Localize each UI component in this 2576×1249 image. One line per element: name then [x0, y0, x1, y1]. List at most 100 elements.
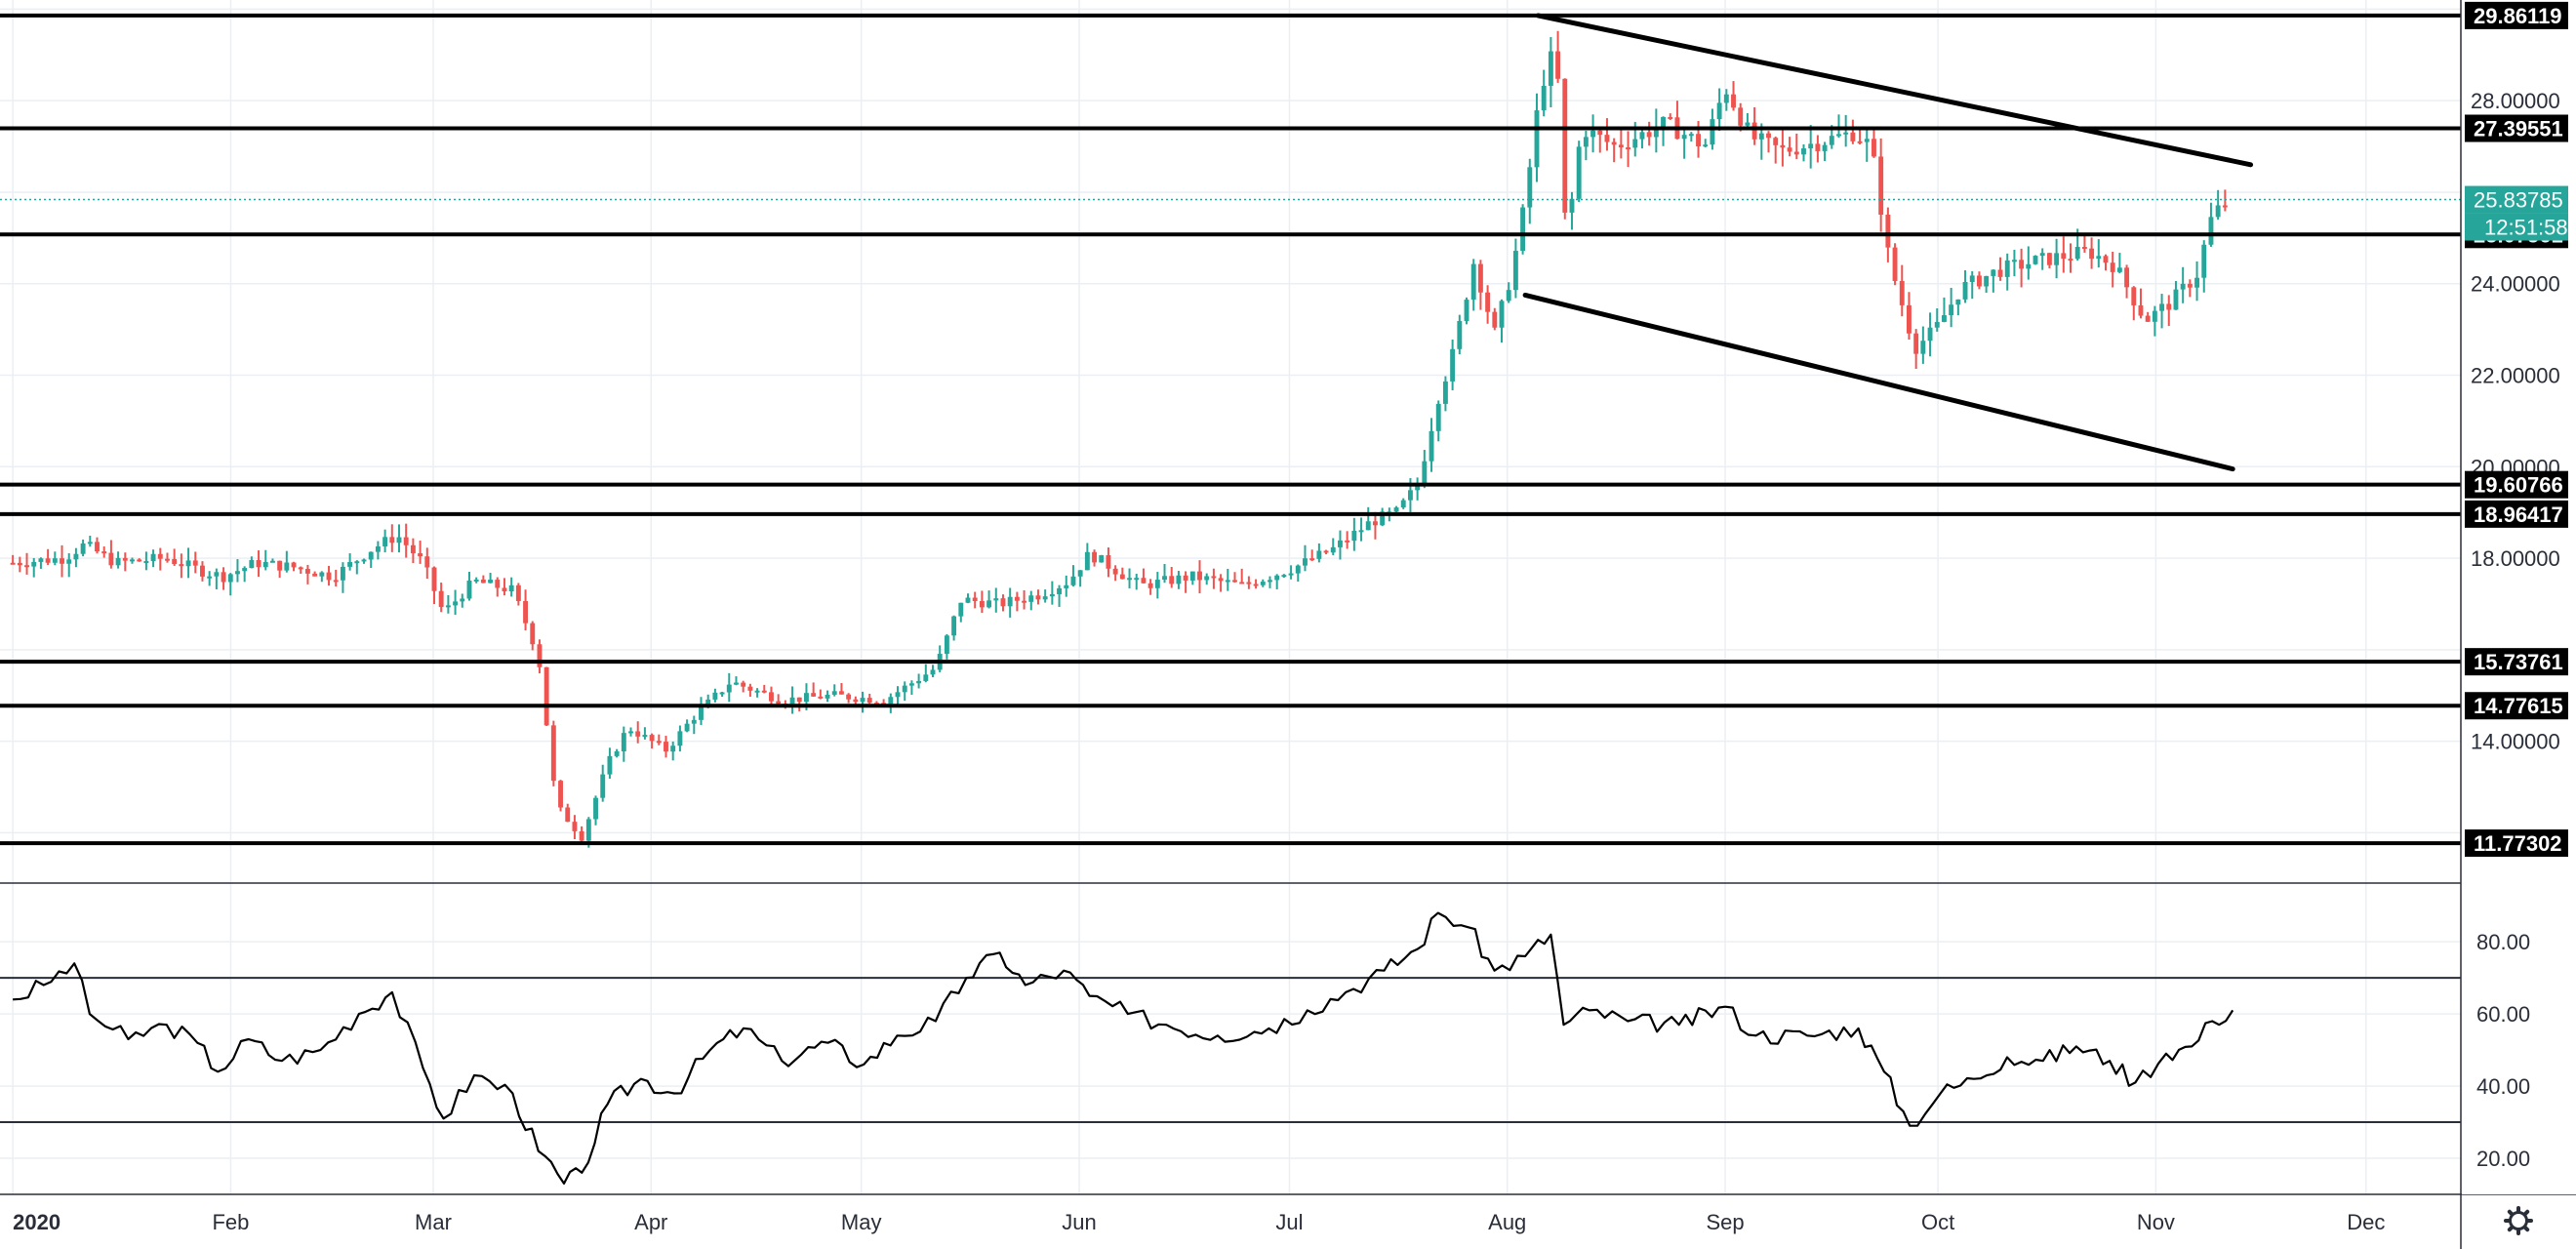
- candle-body: [1099, 554, 1105, 563]
- candle-body: [1450, 348, 1456, 382]
- trendline[interactable]: [1535, 13, 2254, 168]
- candle-body: [1028, 595, 1034, 602]
- candle-body: [1822, 144, 1828, 151]
- candle-body: [200, 565, 205, 577]
- candle-body: [1949, 304, 1954, 316]
- candle-body: [1092, 551, 1097, 563]
- candle-body: [2046, 253, 2052, 265]
- candle-body: [1303, 558, 1308, 566]
- candle-body: [1064, 584, 1069, 588]
- price-tick-label: 22.00000: [2471, 364, 2560, 388]
- candle-body: [1057, 587, 1063, 594]
- candle-body: [1611, 141, 1617, 145]
- candle-body: [734, 682, 739, 685]
- candle-body: [1204, 576, 1210, 581]
- candle-body: [741, 682, 746, 687]
- price-tick-label: 14.00000: [2471, 730, 2560, 754]
- candle-body: [895, 692, 901, 698]
- candle-body: [1829, 136, 1834, 145]
- time-tick-label: Sep: [1706, 1210, 1744, 1234]
- candle-body: [1716, 102, 1722, 120]
- candle-body: [607, 755, 613, 775]
- candle-body: [1907, 304, 1912, 334]
- candle-body: [1626, 147, 1631, 150]
- candle-body: [95, 542, 100, 552]
- candle-body: [1710, 119, 1715, 145]
- candle-body: [579, 830, 584, 841]
- candle-body: [445, 605, 451, 608]
- candle-body: [1189, 571, 1195, 581]
- candle-body: [453, 601, 459, 606]
- candle-body: [1920, 341, 1926, 354]
- time-axis[interactable]: 2020 Feb Mar Apr May Jun Jul Aug Sep Oct Nov Dec: [13, 1210, 2385, 1234]
- candle-body: [804, 693, 809, 703]
- candle-body: [2131, 287, 2137, 305]
- candle-body: [2222, 205, 2228, 208]
- candle-body: [2173, 289, 2179, 310]
- candle-body: [375, 545, 381, 552]
- candle-body: [410, 544, 416, 554]
- candle-body: [1415, 485, 1421, 491]
- candle-body: [2215, 205, 2221, 218]
- candle-body: [1253, 584, 1259, 586]
- candle-body: [1345, 540, 1350, 543]
- candle-body: [235, 571, 240, 575]
- level-price-tag: [2465, 692, 2568, 720]
- candle-body: [347, 562, 353, 567]
- candle-countdown-tag: [2465, 213, 2568, 241]
- candle-body: [304, 569, 310, 574]
- candle-body: [1351, 530, 1357, 542]
- candle-body: [1758, 133, 1764, 140]
- trendline[interactable]: [1522, 292, 2235, 472]
- channel-trendlines[interactable]: [1522, 13, 2254, 472]
- candle-body: [1527, 167, 1533, 208]
- candle-body: [1169, 576, 1175, 584]
- candle-body: [17, 562, 22, 566]
- candle-body: [1955, 299, 1961, 305]
- gear-icon[interactable]: [2504, 1206, 2533, 1235]
- candle-body: [495, 580, 501, 588]
- candle-body: [635, 731, 641, 737]
- candle-body: [1780, 144, 1786, 148]
- candle-body: [1246, 582, 1252, 584]
- candle-body: [480, 579, 486, 584]
- candle-body: [2166, 303, 2172, 310]
- candle-body: [221, 572, 226, 583]
- candle-body: [60, 558, 64, 564]
- candle-body: [403, 537, 409, 545]
- candle-body: [1991, 269, 1996, 276]
- candle-body: [333, 580, 339, 583]
- candle-body: [565, 807, 571, 823]
- candle-body: [1899, 280, 1905, 305]
- candle-body: [1225, 580, 1230, 583]
- candle-body: [2068, 259, 2073, 262]
- candle-body: [1562, 78, 1568, 213]
- price-axis[interactable]: 28.0000024.0000022.0000020.0000018.00000…: [2462, 0, 2576, 1194]
- candle-body: [1997, 269, 2003, 277]
- candle-body: [1400, 500, 1406, 508]
- candle-body: [712, 692, 718, 700]
- candle-body: [2124, 267, 2130, 288]
- rsi-tick-label: 60.00: [2476, 1002, 2530, 1027]
- candle-body: [1681, 135, 1687, 140]
- candle-body: [873, 703, 879, 705]
- candle-body: [754, 690, 760, 693]
- candle-body: [2138, 304, 2144, 316]
- horizontal-levels[interactable]: [0, 13, 2461, 846]
- candle-body: [1457, 321, 1463, 349]
- candle-body: [796, 697, 802, 703]
- level-price-label: 19.60766: [2474, 473, 2563, 498]
- candle-body: [649, 735, 655, 742]
- candle-body: [515, 584, 521, 601]
- candle-body: [1127, 578, 1132, 581]
- rsi-tick-label: 20.00: [2476, 1147, 2530, 1171]
- time-tick-label: Apr: [634, 1210, 667, 1234]
- candle-body: [958, 602, 964, 617]
- candle-body: [1323, 550, 1329, 553]
- candle-body: [1134, 578, 1140, 581]
- level-price-label: 18.96417: [2474, 503, 2563, 527]
- candle-body: [1878, 156, 1884, 216]
- candle-body: [1801, 148, 1806, 155]
